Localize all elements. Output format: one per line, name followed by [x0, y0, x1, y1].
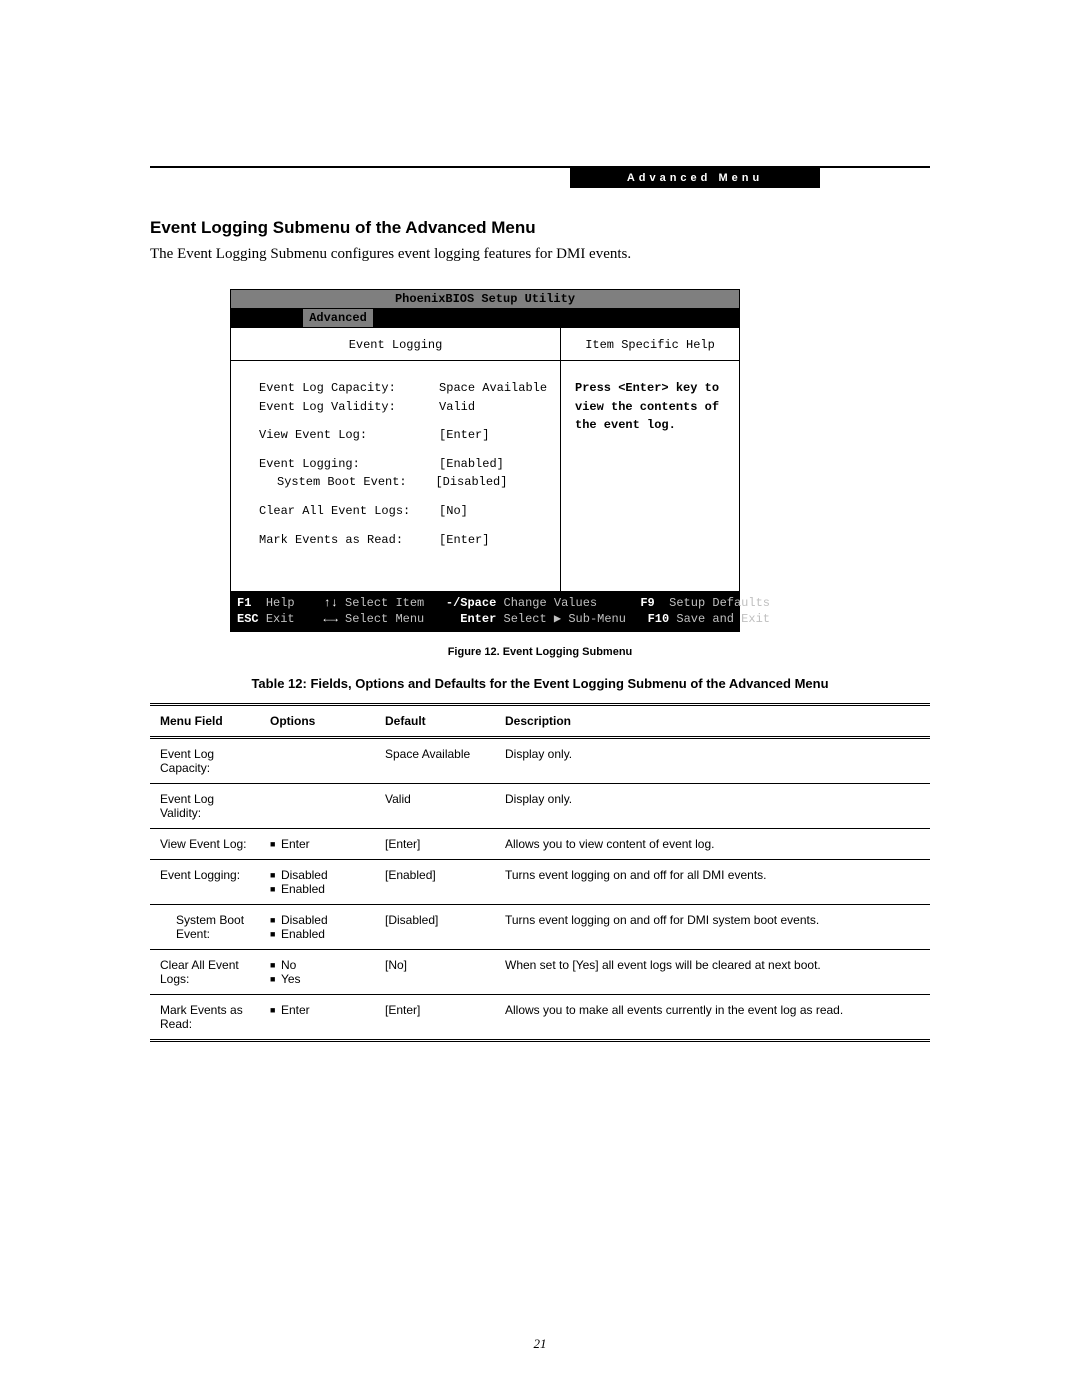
bios-left-panel: Event Logging Event Log Capacity: Space … — [231, 328, 561, 591]
bios-key-label: Select Menu — [345, 612, 424, 626]
fields-table: Menu Field Options Default Description E… — [150, 703, 930, 1042]
bios-footer: F1 Help ↑↓ Select Item -/Space Change Va… — [231, 591, 739, 631]
default-cell: Valid — [375, 784, 495, 829]
option-item: Disabled — [270, 868, 365, 882]
table-header: Options — [260, 705, 375, 738]
description-cell: When set to [Yes] all event logs will be… — [495, 950, 930, 995]
bios-value: [No] — [439, 504, 468, 518]
default-cell: [Enter] — [375, 829, 495, 860]
default-cell: [Disabled] — [375, 905, 495, 950]
bios-help-title: Item Specific Help — [561, 328, 739, 361]
options-cell: NoYes — [260, 950, 375, 995]
bios-panel-title: Event Logging — [231, 328, 560, 361]
description-cell: Display only. — [495, 738, 930, 784]
bios-title: PhoenixBIOS Setup Utility — [231, 290, 739, 309]
bios-key: Enter — [460, 612, 496, 626]
option-item: No — [270, 958, 365, 972]
option-item: Enabled — [270, 882, 365, 896]
options-cell: DisabledEnabled — [260, 905, 375, 950]
bios-key: ←→ — [323, 612, 337, 626]
table-row: System Boot Event:DisabledEnabled[Disabl… — [150, 905, 930, 950]
option-item: Enter — [270, 837, 365, 851]
table-row: Event Log Capacity: Space AvailableDispla… — [150, 738, 930, 784]
bios-value: [Enabled] — [439, 457, 504, 471]
bios-key-label: Select Item — [345, 596, 424, 610]
bios-label: Event Log Validity: — [259, 400, 396, 414]
page-number: 21 — [0, 1336, 1080, 1352]
bios-tab-advanced: Advanced — [303, 309, 373, 327]
bios-key-label: Change Values — [504, 596, 598, 610]
bios-value: [Disabled] — [435, 475, 507, 489]
bios-label: Clear All Event Logs: — [259, 504, 410, 518]
description-cell: Allows you to view content of event log. — [495, 829, 930, 860]
table-header: Description — [495, 705, 930, 738]
bios-label: View Event Log: — [259, 428, 367, 442]
options-cell: DisabledEnabled — [260, 860, 375, 905]
bios-key: F9 — [640, 596, 654, 610]
menu-field-cell: Clear All Event Logs: — [150, 950, 260, 995]
bios-value: [Enter] — [439, 428, 489, 442]
bios-key-label: Setup Defaults — [669, 596, 770, 610]
bios-field-list: Event Log Capacity: Space Available Even… — [231, 361, 560, 591]
menu-field-cell: System Boot Event: — [150, 905, 260, 950]
bios-key-label: Save and Exit — [676, 612, 770, 626]
table-row: View Event Log: Enter [Enter]Allows you to… — [150, 829, 930, 860]
bios-key: ↑↓ — [323, 596, 337, 610]
bios-key: F1 — [237, 596, 251, 610]
bios-key: ESC — [237, 612, 259, 626]
option-item: Enter — [270, 1003, 365, 1017]
table-row: Event Log Validity: ValidDisplay only. — [150, 784, 930, 829]
bios-key-label: Exit — [266, 612, 295, 626]
description-cell: Turns event logging on and off for DMI s… — [495, 905, 930, 950]
content-area: Event Logging Submenu of the Advanced Me… — [150, 218, 930, 1042]
menu-field-cell: Event Log Validity: — [150, 784, 260, 829]
bios-key-label: Help — [266, 596, 295, 610]
bios-label: System Boot Event: — [277, 475, 407, 489]
bios-value: Space Available — [439, 381, 547, 395]
description-cell: Allows you to make all events currently … — [495, 995, 930, 1041]
header-bar: Advanced Menu — [570, 168, 820, 188]
section-title: Event Logging Submenu of the Advanced Me… — [150, 218, 930, 238]
options-cell: Enter — [260, 995, 375, 1041]
bios-key: F10 — [648, 612, 670, 626]
table-title: Table 12: Fields, Options and Defaults f… — [150, 676, 930, 691]
section-intro: The Event Logging Submenu configures eve… — [150, 246, 930, 263]
bios-tabs: Advanced — [231, 309, 739, 327]
default-cell: [Enter] — [375, 995, 495, 1041]
table-row: Event Logging:DisabledEnabled[Enabled]Tu… — [150, 860, 930, 905]
bios-key: -/Space — [446, 596, 496, 610]
bios-value: Valid — [439, 400, 475, 414]
bios-value: [Enter] — [439, 533, 489, 547]
bios-screenshot: PhoenixBIOS Setup Utility Advanced Event… — [230, 289, 740, 632]
default-cell: [No] — [375, 950, 495, 995]
table-header: Default — [375, 705, 495, 738]
description-cell: Turns event logging on and off for all D… — [495, 860, 930, 905]
bios-help-text: Press <Enter> key to view the contents o… — [561, 361, 739, 451]
default-cell: [Enabled] — [375, 860, 495, 905]
bios-key-label: Select ▶ Sub-Menu — [504, 612, 626, 626]
menu-field-cell: Event Logging: — [150, 860, 260, 905]
bios-label: Event Logging: — [259, 457, 360, 471]
menu-field-cell: View Event Log: — [150, 829, 260, 860]
option-item: Disabled — [270, 913, 365, 927]
table-row: Mark Events as Read: Enter [Enter]Allows y… — [150, 995, 930, 1041]
figure-caption: Figure 12. Event Logging Submenu — [150, 646, 930, 658]
option-item: Yes — [270, 972, 365, 986]
options-cell: Enter — [260, 829, 375, 860]
options-cell — [260, 784, 375, 829]
option-item: Enabled — [270, 927, 365, 941]
menu-field-cell: Event Log Capacity: — [150, 738, 260, 784]
bios-label: Event Log Capacity: — [259, 381, 396, 395]
table-header: Menu Field — [150, 705, 260, 738]
page: Advanced Menu Event Logging Submenu of t… — [0, 0, 1080, 1397]
description-cell: Display only. — [495, 784, 930, 829]
options-cell — [260, 738, 375, 784]
table-row: Clear All Event Logs:NoYes[No]When set t… — [150, 950, 930, 995]
bios-label: Mark Events as Read: — [259, 533, 403, 547]
bios-help-panel: Item Specific Help Press <Enter> key to … — [561, 328, 739, 591]
menu-field-cell: Mark Events as Read: — [150, 995, 260, 1041]
default-cell: Space Available — [375, 738, 495, 784]
